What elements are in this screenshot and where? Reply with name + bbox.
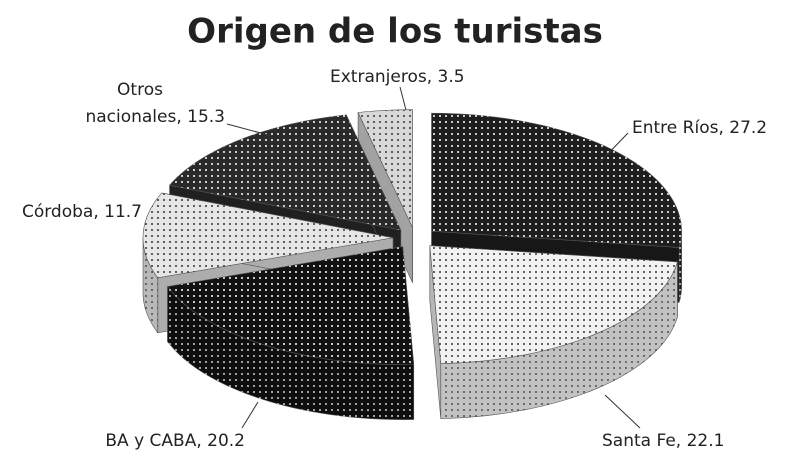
labels: Entre Ríos, 27.2 Santa Fe, 22.1 BA y CABA,…: [22, 67, 767, 451]
slice-side-texture: [679, 231, 682, 303]
data-label: BA y CABA, 20.2: [105, 431, 245, 451]
slice-top-texture: [169, 114, 401, 231]
leader-line: [399, 86, 407, 111]
slice-side-texture: [143, 237, 158, 333]
data-label: nacionales, 15.3: [85, 107, 225, 127]
slice: [429, 245, 678, 419]
slice: [166, 246, 415, 420]
slice-top-texture: [358, 109, 413, 228]
chart-title: Origen de los turistas: [187, 12, 603, 52]
data-label: Otros: [117, 80, 163, 100]
data-label: Córdoba, 11.7: [22, 202, 142, 222]
data-label: Santa Fe, 22.1: [602, 431, 724, 451]
pie: [142, 109, 682, 420]
leader-line: [241, 401, 259, 429]
slice-top-texture: [429, 245, 678, 364]
slice-top-texture: [143, 192, 394, 278]
data-label: Extranjeros, 3.5: [330, 67, 465, 87]
slice-side-texture: [440, 261, 678, 419]
leader-line: [226, 123, 273, 137]
data-label: Entre Ríos, 27.2: [632, 118, 767, 138]
slice-side-texture: [167, 286, 414, 420]
slice-top-texture: [431, 113, 682, 248]
leader-line: [604, 394, 641, 429]
slice-top-texture: [167, 246, 414, 365]
leader-line: [599, 132, 629, 163]
